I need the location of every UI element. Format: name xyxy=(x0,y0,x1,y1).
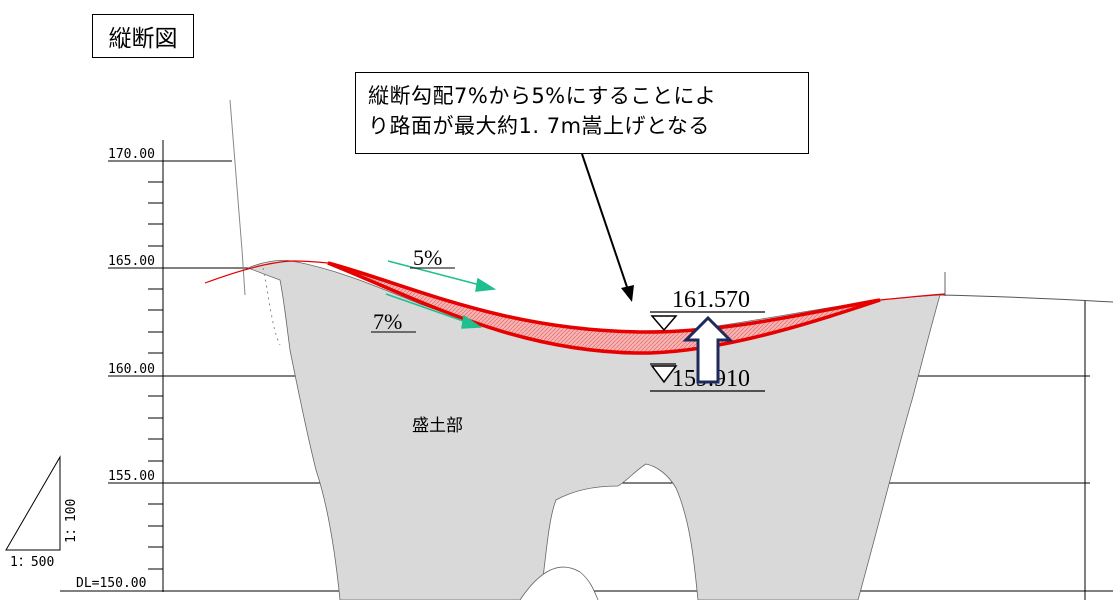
callout-line-2: り路面が最大約1. 7m嵩上げとなる xyxy=(368,114,710,138)
scale-horizontal-label: 1：500 xyxy=(10,555,54,570)
cut-slope-line xyxy=(229,99,246,296)
callout-pointer-head xyxy=(621,285,634,302)
grade-arrow-5pct xyxy=(387,260,481,286)
elevation-label-165: 165.00 xyxy=(108,254,155,269)
existing-ground-right xyxy=(939,294,1113,303)
elevation-label-155: 155.00 xyxy=(108,469,155,484)
grade-arrow-5pct-head xyxy=(475,277,497,292)
scale-triangle xyxy=(5,455,61,551)
elevation-label-datum: DL=150.00 xyxy=(76,576,146,591)
scale-vertical-label: 1：100 xyxy=(64,499,79,543)
grade-label-5pct: 5% xyxy=(413,245,442,270)
elevation-label-160: 160.00 xyxy=(108,362,155,377)
existing-road-right xyxy=(879,293,946,301)
grade-arrow-7pct-head xyxy=(461,314,483,329)
callout-pointer-line xyxy=(581,153,629,291)
existing-road-left xyxy=(204,260,329,284)
slope-dots xyxy=(262,267,281,346)
raise-up-arrow xyxy=(682,315,734,384)
elevation-label-170: 170.00 xyxy=(108,147,155,162)
callout-line-1: 縦断勾配7%から5%にすることによ xyxy=(368,84,717,108)
grade-arrow-7pct xyxy=(385,293,467,323)
callout-box: 縦断勾配7%から5%にすることによ り路面が最大約1. 7m嵩上げとなる xyxy=(355,72,809,154)
elevation-triangle-lower xyxy=(650,365,678,384)
grade-label-7pct: 7% xyxy=(373,309,402,334)
axis-minor-ticks xyxy=(148,181,163,570)
section-label: 盛土部 xyxy=(412,416,463,436)
culvert-opening xyxy=(519,566,599,600)
elevation-triangle-upper xyxy=(650,315,678,332)
elevation-mark-upper: 161.570 xyxy=(672,287,750,313)
raise-hatch-area xyxy=(328,263,880,354)
new-road-line-5pct xyxy=(327,261,881,334)
drawing-title: 縦断図 xyxy=(92,14,194,58)
old-road-line-7pct xyxy=(327,261,881,355)
